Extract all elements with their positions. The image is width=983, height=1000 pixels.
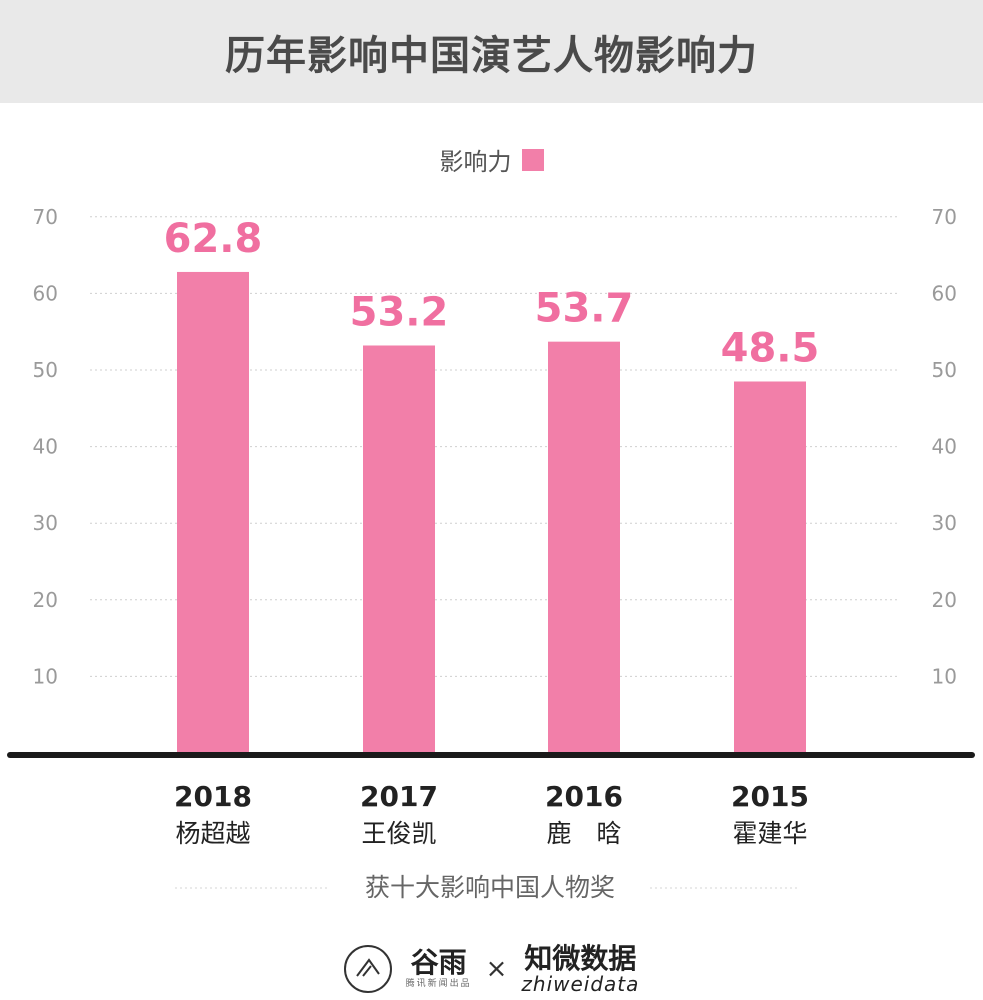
y-tick-label-right: 20	[932, 588, 957, 612]
legend-label: 影响力	[439, 148, 512, 176]
y-tick-label-right: 60	[932, 281, 957, 305]
chart-caption: 获十大影响中国人物奖	[365, 873, 615, 902]
y-tick-label-right: 10	[932, 664, 957, 688]
title-bar: 历年影响中国演艺人物影响力	[0, 0, 983, 103]
y-tick-label-left: 60	[33, 281, 58, 305]
bar	[734, 381, 806, 753]
x-tick-label: 2018	[174, 780, 252, 813]
category-name-label: 杨超越	[175, 819, 250, 848]
data-label: 62.8	[164, 216, 263, 262]
y-tick-label-left: 40	[33, 435, 58, 459]
category-name-label: 霍建华	[732, 819, 807, 848]
footer: 谷雨 腾讯新闻出品 × 知微数据 zhiweidata	[0, 938, 983, 1000]
x-tick-label: 2015	[731, 780, 809, 813]
chart-title: 历年影响中国演艺人物影响力	[225, 32, 758, 79]
y-tick-label-right: 70	[932, 205, 957, 229]
bar	[548, 341, 620, 753]
legend: 影响力	[0, 142, 983, 177]
caption-background	[330, 866, 650, 906]
y-tick-label-left: 30	[33, 511, 58, 535]
x-tick-label: 2017	[360, 780, 438, 813]
y-tick-label-right: 50	[932, 358, 957, 382]
brand-left: 谷雨 腾讯新闻出品	[405, 946, 472, 990]
y-tick-label-right: 30	[932, 511, 957, 535]
legend-swatch	[521, 148, 544, 171]
data-label: 48.5	[721, 325, 820, 371]
bar	[177, 271, 249, 753]
brand-separator: ×	[485, 954, 508, 984]
bar-chart: 10 10 20 20 30 30 40 40 50 50 60 60 70 70 62.8 2018 杨超越 5…	[7, 204, 975, 906]
y-tick-label-right: 40	[932, 435, 957, 459]
brand-right: 知微数据 zhiweidata	[521, 942, 640, 996]
category-name-label: 王俊凯	[361, 819, 436, 848]
y-tick-label-left: 50	[33, 358, 58, 382]
y-tick-label-left: 20	[33, 588, 58, 612]
y-tick-label-left: 10	[33, 664, 58, 688]
x-tick-label: 2016	[545, 780, 623, 813]
data-label: 53.2	[350, 289, 449, 335]
bird-logo-icon	[343, 945, 392, 993]
bar	[363, 345, 435, 753]
y-tick-label-left: 70	[33, 205, 58, 229]
category-name-label: 鹿 晗	[546, 819, 621, 848]
data-label: 53.7	[535, 286, 634, 332]
